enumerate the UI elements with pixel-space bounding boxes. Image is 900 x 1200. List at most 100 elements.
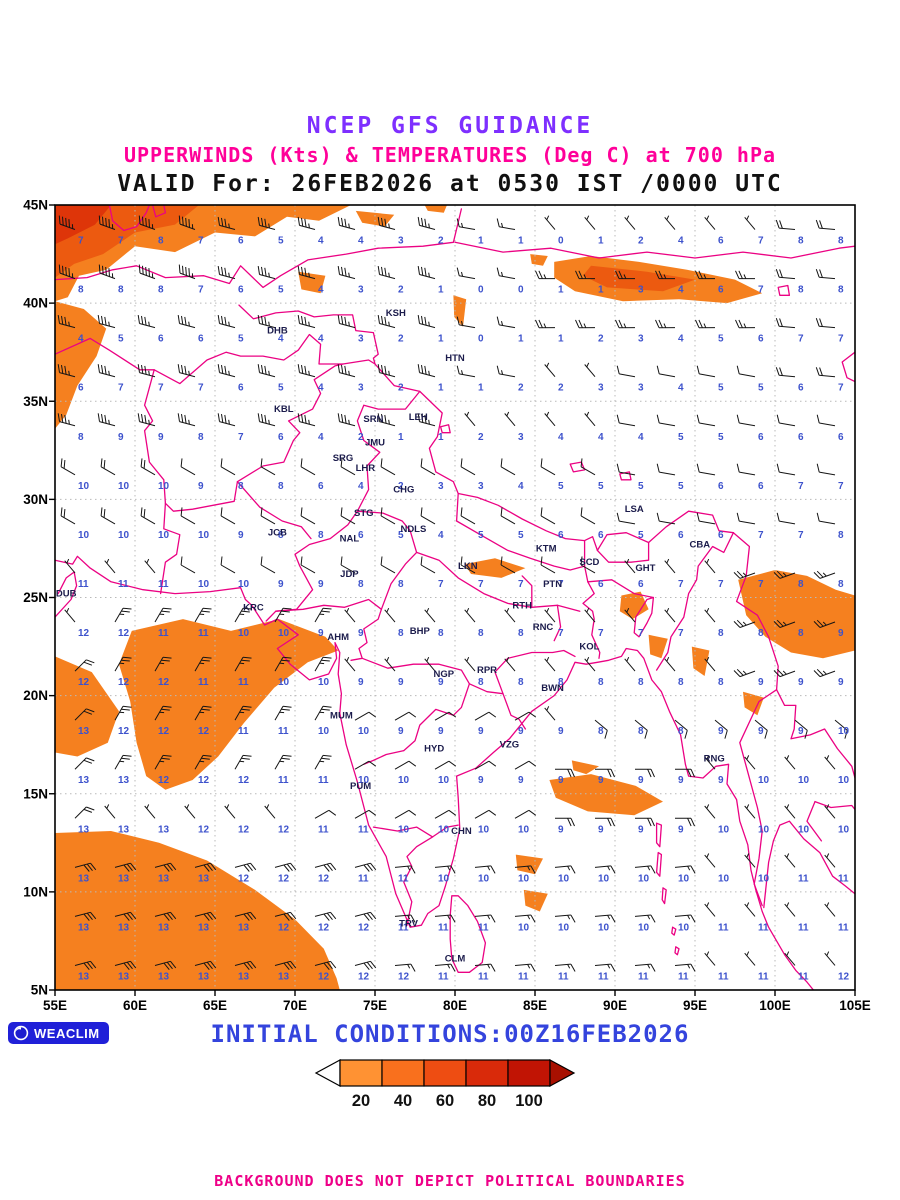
disclaimer-text: BACKGROUND DOES NOT DEPICT POLITICAL BOU… — [214, 1172, 686, 1190]
svg-text:5: 5 — [678, 432, 684, 443]
svg-text:4: 4 — [358, 236, 364, 247]
svg-text:20N: 20N — [23, 688, 48, 703]
svg-text:0: 0 — [518, 285, 524, 296]
svg-text:6: 6 — [238, 285, 244, 296]
svg-text:6: 6 — [78, 383, 84, 394]
svg-text:NAL: NAL — [340, 534, 360, 545]
svg-text:10: 10 — [238, 579, 250, 590]
svg-text:9: 9 — [558, 824, 564, 835]
svg-text:8: 8 — [158, 236, 164, 247]
svg-text:6: 6 — [758, 334, 764, 345]
svg-text:7: 7 — [838, 481, 844, 492]
svg-text:10: 10 — [678, 922, 690, 933]
svg-text:5N: 5N — [31, 983, 48, 998]
svg-text:13: 13 — [198, 922, 210, 933]
svg-text:5: 5 — [478, 530, 484, 541]
svg-text:6: 6 — [358, 530, 364, 541]
svg-text:9: 9 — [318, 628, 324, 639]
svg-text:7: 7 — [518, 579, 524, 590]
svg-text:5: 5 — [758, 383, 764, 394]
svg-text:10: 10 — [478, 824, 490, 835]
svg-text:10: 10 — [358, 726, 370, 737]
svg-text:45N: 45N — [23, 198, 48, 213]
svg-text:GHT: GHT — [635, 563, 655, 574]
svg-text:7: 7 — [598, 628, 604, 639]
svg-text:9: 9 — [478, 726, 484, 737]
svg-text:7: 7 — [838, 383, 844, 394]
svg-text:13: 13 — [118, 824, 130, 835]
svg-text:9: 9 — [398, 726, 404, 737]
svg-text:1: 1 — [478, 236, 484, 247]
svg-text:9: 9 — [638, 824, 644, 835]
svg-text:95E: 95E — [683, 998, 707, 1013]
svg-text:12: 12 — [358, 971, 370, 982]
svg-text:12: 12 — [318, 971, 330, 982]
svg-text:8: 8 — [398, 579, 404, 590]
colorbar-label: 80 — [478, 1092, 496, 1110]
svg-text:3: 3 — [638, 285, 644, 296]
svg-text:9: 9 — [718, 726, 724, 737]
svg-text:0: 0 — [478, 285, 484, 296]
svg-text:10: 10 — [798, 824, 810, 835]
svg-text:6: 6 — [718, 481, 724, 492]
svg-text:11: 11 — [78, 579, 89, 590]
svg-text:13: 13 — [78, 873, 90, 884]
svg-text:JMU: JMU — [365, 438, 385, 449]
svg-text:11: 11 — [198, 628, 209, 639]
svg-text:11: 11 — [798, 873, 809, 884]
svg-text:4: 4 — [318, 432, 324, 443]
svg-text:9: 9 — [638, 775, 644, 786]
svg-text:8: 8 — [598, 677, 604, 688]
svg-text:65E: 65E — [203, 998, 227, 1013]
svg-text:5: 5 — [718, 334, 724, 345]
svg-text:55E: 55E — [43, 998, 67, 1013]
svg-text:2: 2 — [518, 383, 524, 394]
title-ncep: NCEP GFS GUIDANCE — [306, 113, 594, 139]
svg-text:10: 10 — [278, 677, 290, 688]
svg-text:8: 8 — [318, 530, 324, 541]
svg-text:12: 12 — [198, 775, 210, 786]
svg-text:SRG: SRG — [333, 453, 354, 464]
svg-text:5: 5 — [398, 530, 404, 541]
svg-text:DUB: DUB — [56, 589, 77, 600]
svg-text:6: 6 — [198, 334, 204, 345]
svg-text:13: 13 — [198, 971, 210, 982]
svg-text:6: 6 — [798, 383, 804, 394]
svg-text:10: 10 — [198, 579, 210, 590]
svg-text:25N: 25N — [23, 590, 48, 605]
svg-text:10: 10 — [518, 873, 530, 884]
svg-text:10: 10 — [638, 873, 650, 884]
svg-text:13: 13 — [78, 824, 90, 835]
svg-text:10: 10 — [318, 726, 330, 737]
svg-text:11: 11 — [398, 873, 409, 884]
svg-text:3: 3 — [358, 334, 364, 345]
svg-text:11: 11 — [278, 726, 289, 737]
svg-text:9: 9 — [358, 677, 364, 688]
svg-text:105E: 105E — [839, 998, 871, 1013]
svg-text:1: 1 — [598, 285, 604, 296]
svg-text:9: 9 — [358, 628, 364, 639]
svg-text:11: 11 — [198, 677, 209, 688]
svg-text:RPR: RPR — [477, 665, 497, 676]
svg-text:11: 11 — [558, 971, 569, 982]
svg-text:7: 7 — [638, 628, 644, 639]
svg-text:9: 9 — [198, 481, 204, 492]
svg-text:9: 9 — [798, 677, 804, 688]
svg-text:10: 10 — [758, 824, 770, 835]
svg-text:11: 11 — [718, 971, 729, 982]
svg-text:35N: 35N — [23, 394, 48, 409]
svg-text:NDLS: NDLS — [400, 524, 426, 535]
svg-text:9: 9 — [598, 824, 604, 835]
svg-text:11: 11 — [358, 873, 369, 884]
svg-text:11: 11 — [678, 971, 689, 982]
svg-text:6: 6 — [758, 481, 764, 492]
svg-text:13: 13 — [158, 922, 170, 933]
svg-text:10: 10 — [438, 824, 450, 835]
svg-text:8: 8 — [478, 628, 484, 639]
svg-text:9: 9 — [518, 775, 524, 786]
svg-text:NGP: NGP — [434, 669, 455, 680]
svg-text:11: 11 — [838, 873, 849, 884]
svg-text:5: 5 — [278, 285, 284, 296]
svg-text:2: 2 — [558, 383, 564, 394]
svg-text:7: 7 — [438, 579, 444, 590]
